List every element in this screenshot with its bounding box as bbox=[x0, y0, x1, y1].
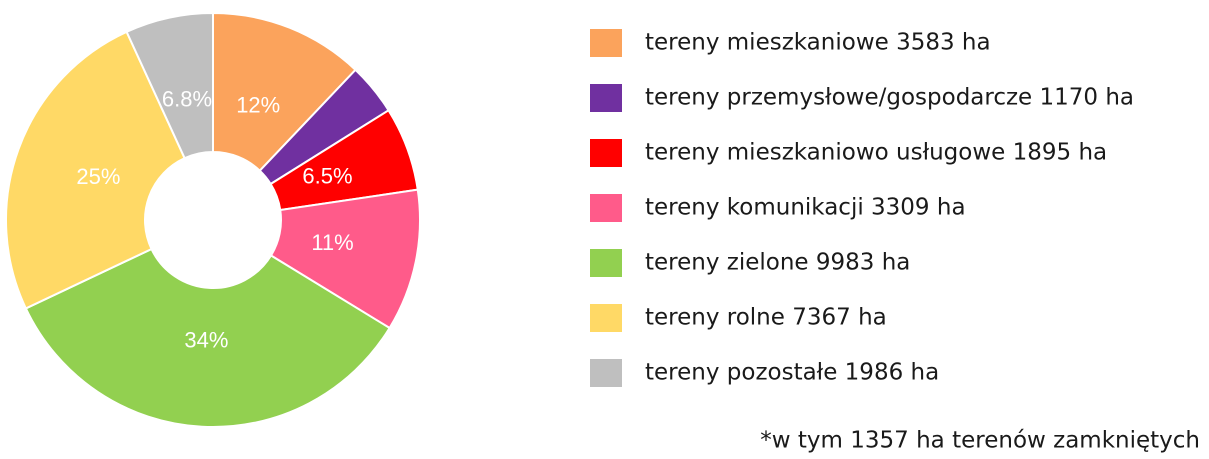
slice bbox=[269, 188, 421, 330]
footnote: *w tym 1357 ha terenów zamkniętych bbox=[760, 428, 1200, 454]
slice-label: 34% bbox=[184, 328, 228, 353]
legend-label: tereny mieszkaniowo usługowe 1895 ha bbox=[645, 140, 1107, 166]
legend-swatch bbox=[590, 359, 622, 387]
legend-label: tereny zielone 9983 ha bbox=[645, 250, 910, 276]
slice-label: 6.8% bbox=[162, 87, 212, 112]
legend-swatch bbox=[590, 139, 622, 167]
slice bbox=[212, 11, 357, 173]
legend-label: tereny pozostałe 1986 ha bbox=[645, 360, 939, 386]
legend-swatch bbox=[590, 249, 622, 277]
slice-label: 25% bbox=[76, 164, 120, 189]
legend-swatch bbox=[590, 194, 622, 222]
legend-label: tereny rolne 7367 ha bbox=[645, 305, 887, 331]
slice bbox=[125, 11, 214, 160]
slice-label: 11% bbox=[311, 230, 353, 255]
slice bbox=[5, 30, 186, 310]
legend-label: tereny komunikacji 3309 ha bbox=[645, 195, 966, 221]
slice bbox=[24, 247, 391, 428]
legend-label: tereny mieszkaniowe 3583 ha bbox=[645, 30, 991, 56]
legend-label: tereny przemysłowe/gospodarcze 1170 ha bbox=[645, 85, 1134, 111]
legend-swatch bbox=[590, 84, 622, 112]
legend-swatch bbox=[590, 304, 622, 332]
legend-swatch bbox=[590, 29, 622, 57]
slice-label: 6.5% bbox=[302, 164, 352, 189]
slice-label: 12% bbox=[236, 92, 280, 117]
